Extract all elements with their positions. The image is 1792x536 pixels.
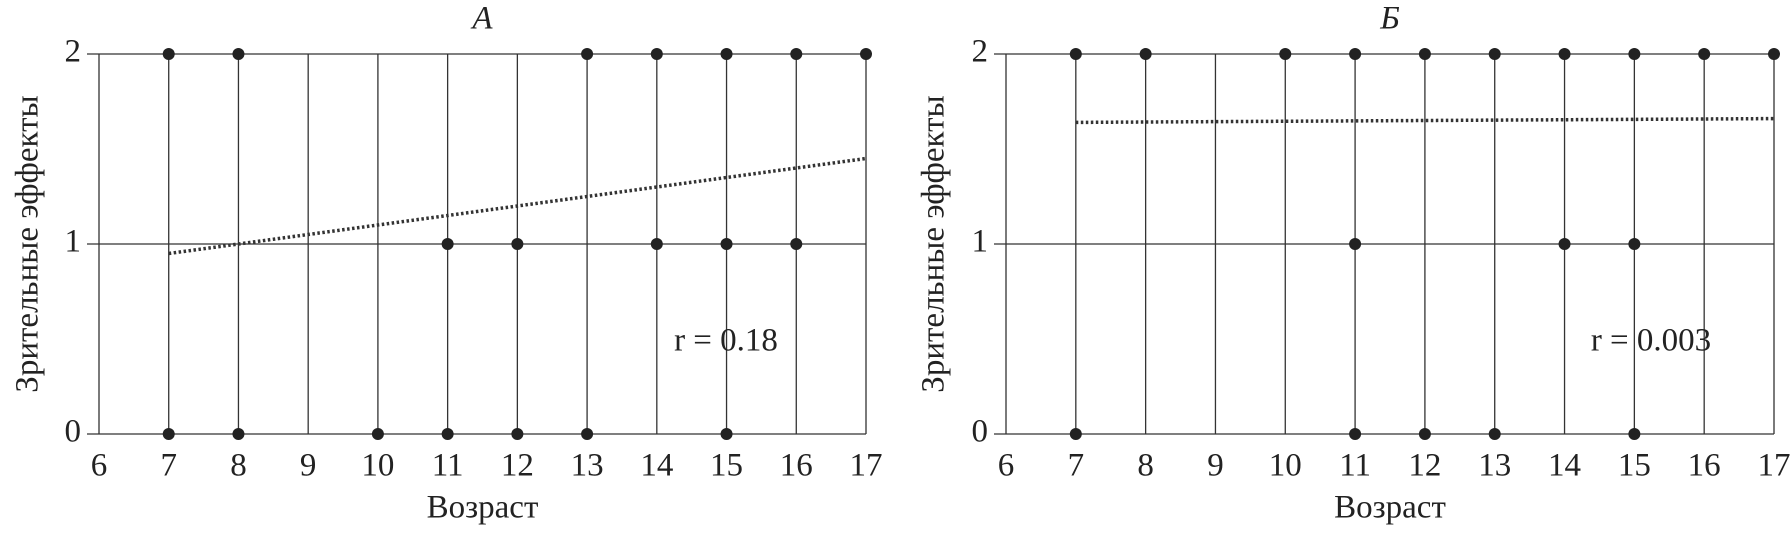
data-point — [1628, 238, 1641, 250]
x-tick-label: 11 — [432, 448, 464, 484]
x-axis-label: Возраст — [1334, 490, 1446, 526]
x-tick-label: 16 — [780, 448, 813, 484]
data-point — [1698, 48, 1711, 60]
y-axis-label: Зрительные эффекты — [916, 95, 952, 392]
x-tick-label: 15 — [1618, 448, 1651, 484]
x-tick-label: 6 — [91, 448, 108, 484]
data-point — [371, 428, 384, 440]
data-point — [441, 428, 454, 440]
data-point — [1349, 48, 1362, 60]
x-tick-label: 9 — [1207, 448, 1224, 484]
x-tick-label: 10 — [1269, 448, 1302, 484]
x-tick-label: 7 — [160, 448, 177, 484]
x-axis-label: Возраст — [427, 490, 539, 526]
data-point — [581, 48, 594, 60]
data-point — [720, 48, 733, 60]
data-point — [1349, 428, 1362, 440]
data-point — [1069, 428, 1082, 440]
y-tick-label: 1 — [972, 224, 989, 260]
data-point — [1768, 48, 1780, 60]
y-tick-label: 1 — [65, 224, 82, 260]
data-point — [1558, 48, 1571, 60]
data-point — [1139, 48, 1152, 60]
data-point — [581, 428, 594, 440]
x-tick-label: 13 — [1478, 448, 1511, 484]
trend-line — [168, 156, 867, 256]
x-tick-label: 10 — [361, 448, 394, 484]
data-point — [162, 48, 175, 60]
x-tick-label: 6 — [998, 448, 1015, 484]
x-tick-label: 12 — [501, 448, 534, 484]
data-point — [1418, 428, 1431, 440]
y-axis-label: Зрительные эффекты — [10, 95, 46, 392]
y-tick-label: 0 — [65, 414, 82, 450]
data-point — [720, 238, 733, 250]
data-point — [790, 48, 803, 60]
annotation: r = 0.003 — [1591, 323, 1711, 359]
chart-title: А — [470, 1, 493, 37]
data-point — [1069, 48, 1082, 60]
data-point — [162, 428, 175, 440]
x-tick-label: 15 — [710, 448, 743, 484]
data-point — [1349, 238, 1362, 250]
data-point — [441, 238, 454, 250]
trend-line — [1075, 116, 1775, 125]
y-tick-label: 2 — [972, 34, 989, 70]
x-tick-label: 17 — [850, 448, 883, 484]
x-tick-label: 16 — [1688, 448, 1721, 484]
chart-title: Б — [1379, 1, 1399, 37]
data-point — [1488, 428, 1501, 440]
x-tick-label: 14 — [1548, 448, 1581, 484]
x-tick-label: 8 — [1137, 448, 1154, 484]
x-tick-label: 13 — [571, 448, 604, 484]
x-tick-label: 17 — [1758, 448, 1791, 484]
y-tick-label: 0 — [972, 414, 989, 450]
data-point — [790, 238, 803, 250]
x-tick-label: 8 — [230, 448, 247, 484]
x-tick-label: 14 — [640, 448, 673, 484]
data-point — [1628, 48, 1641, 60]
data-point — [511, 428, 524, 440]
data-point — [232, 48, 245, 60]
data-point — [650, 238, 663, 250]
x-tick-label: 12 — [1408, 448, 1441, 484]
x-tick-label: 11 — [1339, 448, 1371, 484]
data-point — [650, 48, 663, 60]
annotation: r = 0.18 — [674, 323, 778, 359]
data-point — [232, 428, 245, 440]
x-tick-label: 7 — [1068, 448, 1085, 484]
data-point — [1628, 428, 1641, 440]
y-tick-label: 2 — [65, 34, 82, 70]
data-point — [1488, 48, 1501, 60]
data-point — [860, 48, 872, 60]
x-tick-label: 9 — [300, 448, 317, 484]
data-point — [511, 238, 524, 250]
data-point — [1558, 238, 1571, 250]
data-point — [1279, 48, 1292, 60]
data-point — [720, 428, 733, 440]
data-point — [1418, 48, 1431, 60]
